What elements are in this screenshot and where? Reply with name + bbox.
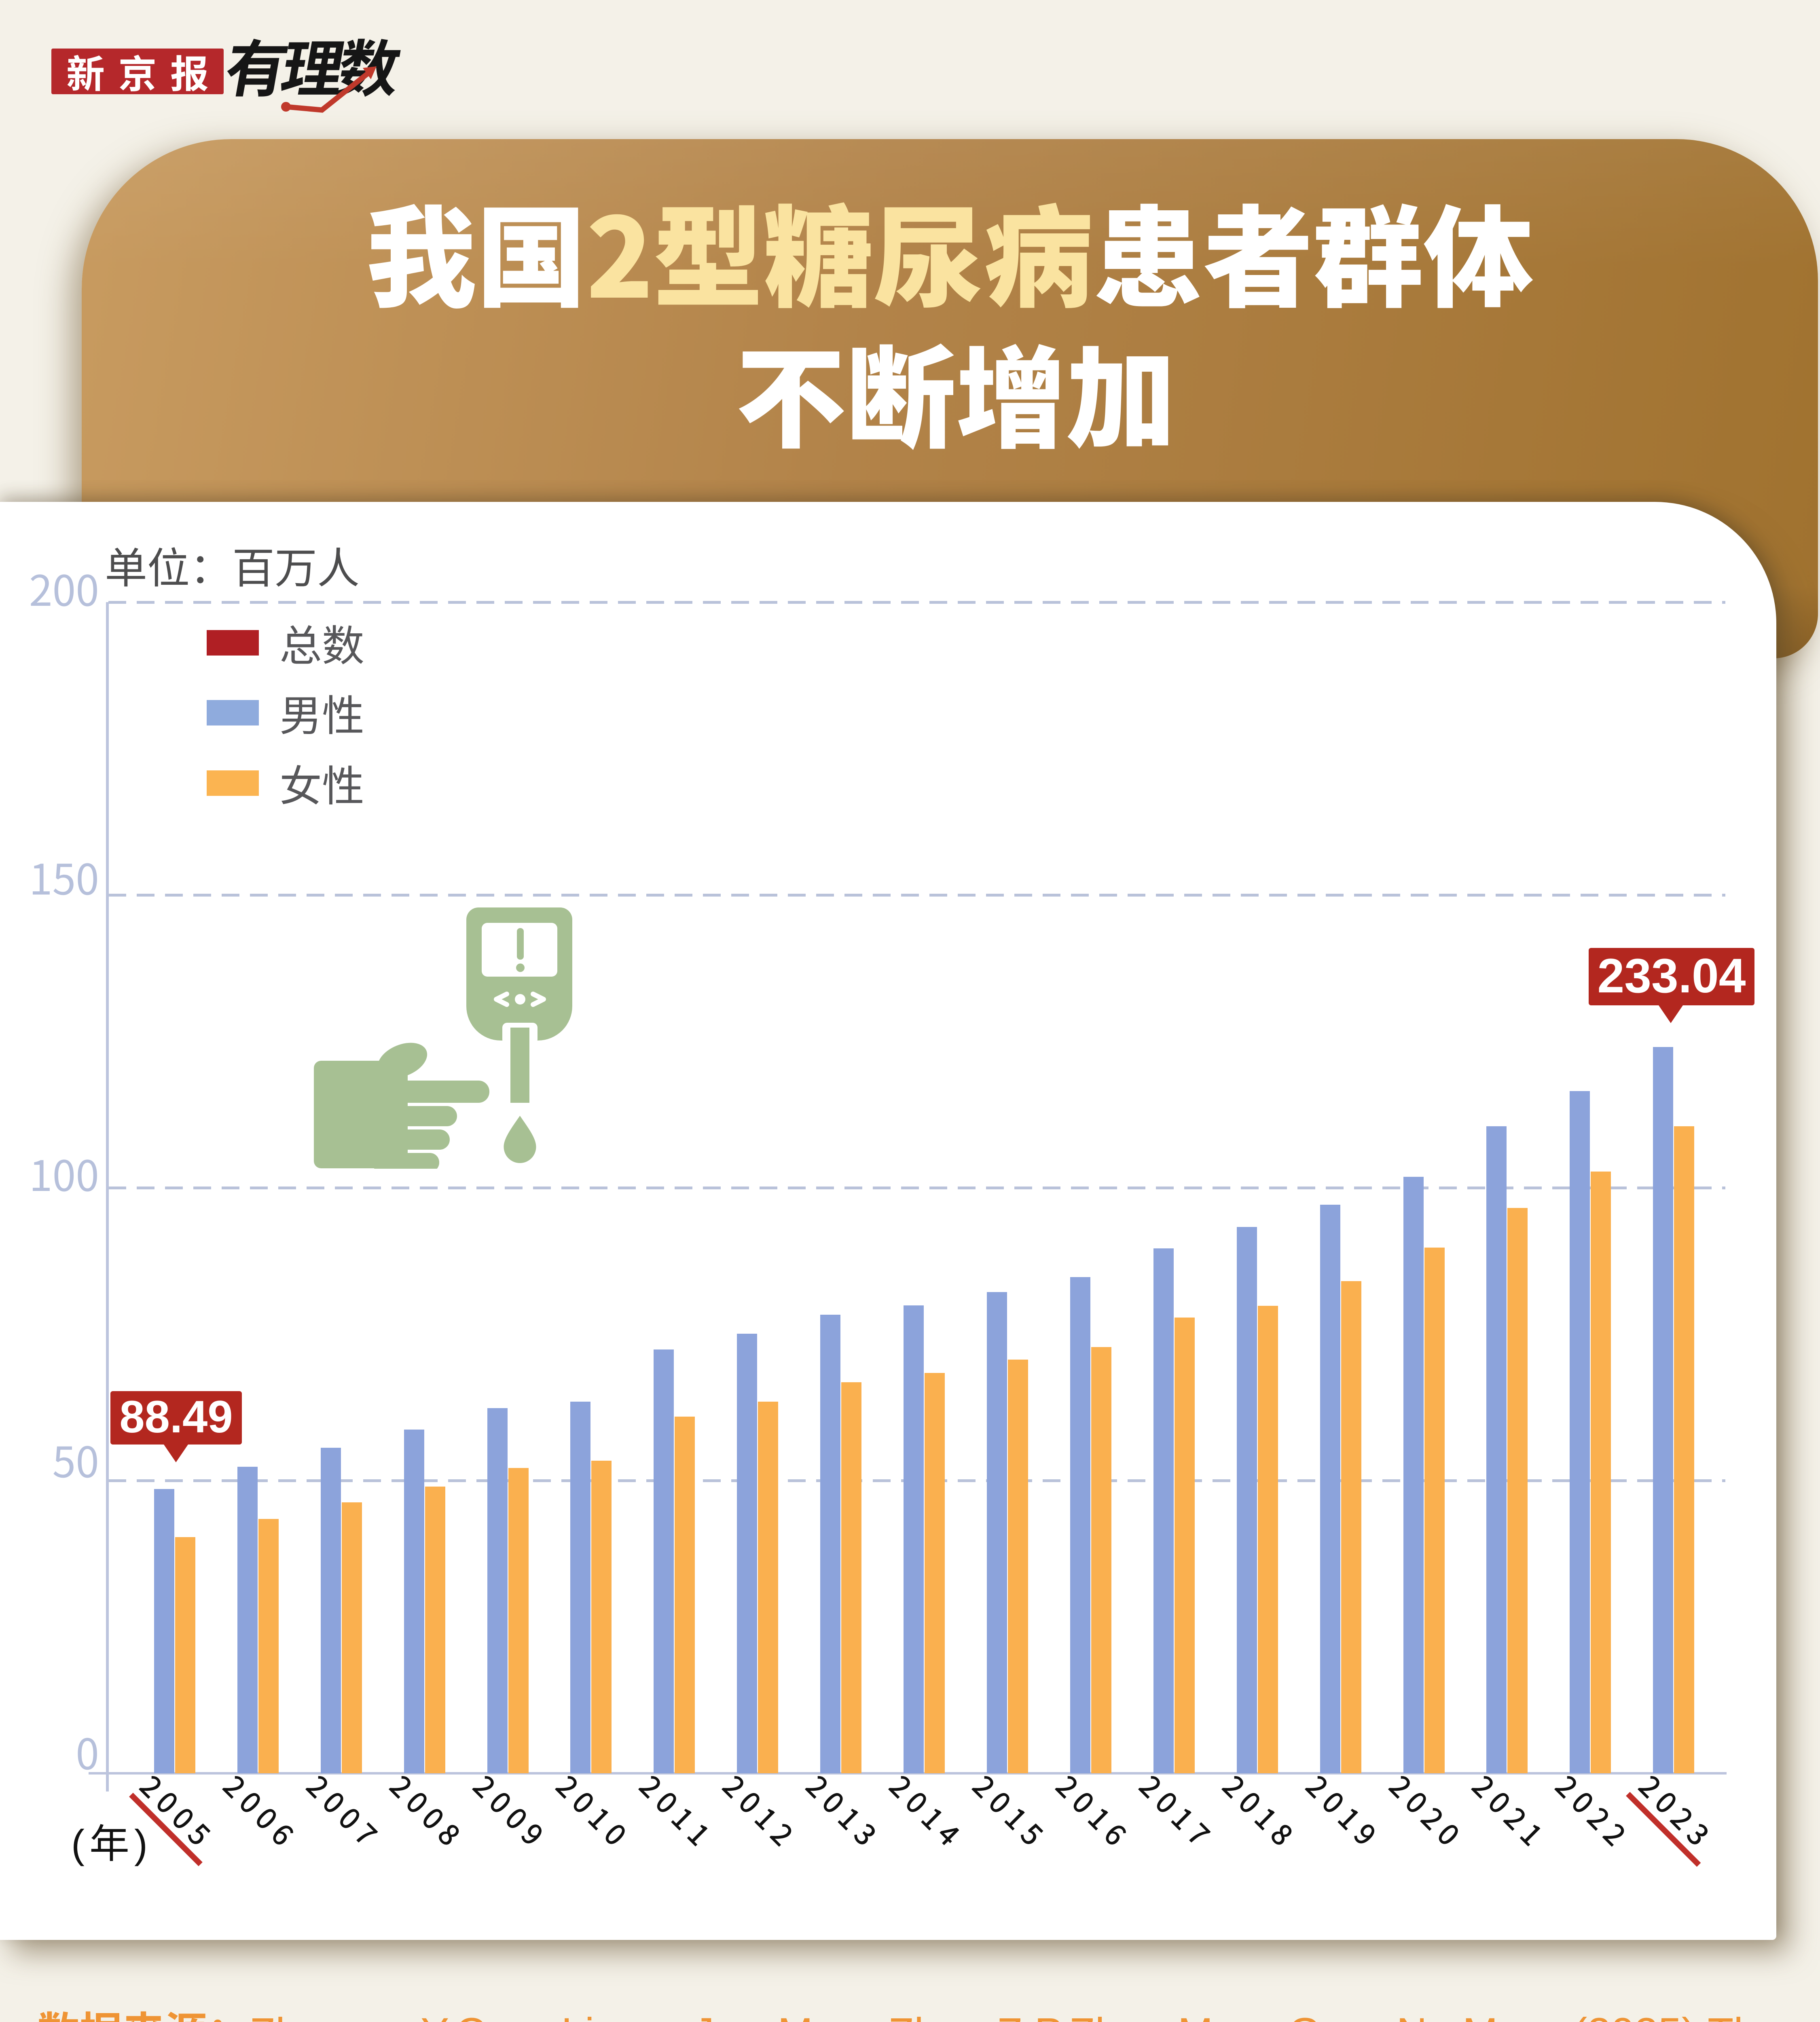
svg-text:有理数: 有理数	[226, 24, 408, 109]
